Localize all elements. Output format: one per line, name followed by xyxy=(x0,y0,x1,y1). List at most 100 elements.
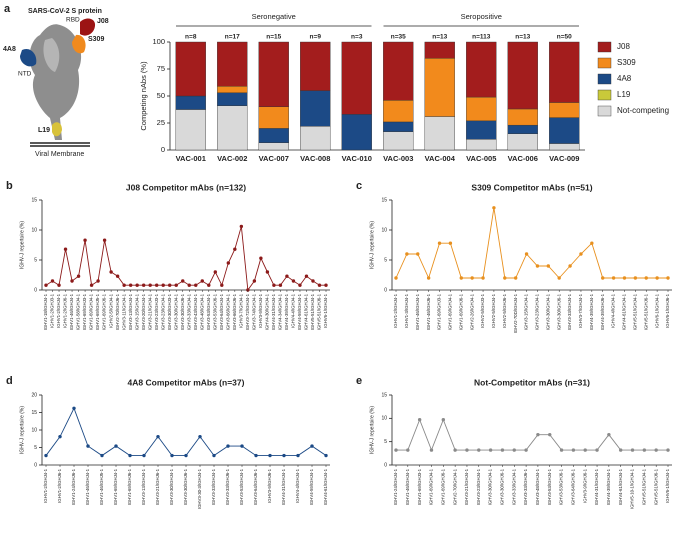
x-tick-label: IGHV1-2/IGHJ4-1 xyxy=(393,293,398,328)
data-point xyxy=(298,283,302,287)
bar-label: n=3 xyxy=(351,34,363,41)
legend-label: Not-competing xyxy=(617,106,669,115)
structure-label: L19 xyxy=(38,127,50,134)
data-point xyxy=(44,453,48,458)
x-tick-label: IGHV5-51/IGHJ6-1 xyxy=(643,293,648,330)
x-tick-label: IGHV1-69/IGHJ6-1 xyxy=(127,468,132,505)
panel-letter: b xyxy=(6,180,13,192)
data-point xyxy=(57,283,61,287)
x-tick-label: IGHV3-33/IGHJ6-1 xyxy=(225,468,230,505)
panel-letter: c xyxy=(356,180,362,192)
x-tick-label: IGHV5-10-1/IGHJ4-1 xyxy=(630,468,635,509)
y-tick-label: 15 xyxy=(381,197,387,203)
x-tick-label: IGHV3-13/IGHJ4-1 xyxy=(141,468,146,505)
x-tick-label: IGHV2-5/IGHJ3-1 xyxy=(480,293,485,328)
bar-segment xyxy=(466,138,497,151)
data-point xyxy=(324,283,328,287)
data-point xyxy=(220,283,224,287)
data-point xyxy=(394,276,398,280)
data-point xyxy=(115,274,120,278)
data-point xyxy=(503,276,507,280)
x-tick-label: IGHV4-61/IGHJ4-1 xyxy=(622,293,627,330)
x-tick-label: IGHV1-69/IGHJ3-1 xyxy=(437,293,442,330)
x-tick-label: IGHV3-21/IGHJ6-1 xyxy=(155,468,160,505)
data-point xyxy=(406,448,410,452)
x-tick-label: IGHV4-39/IGHJ4-1 xyxy=(606,468,611,505)
x-tick-label: IGHV3-15/IGHJ4-1 xyxy=(134,293,139,330)
x-tick-label: IGHV1-18/IGHJ4-1 xyxy=(43,293,48,330)
bar-segment xyxy=(507,108,538,126)
data-point xyxy=(611,276,616,280)
series-line xyxy=(396,418,668,452)
data-point xyxy=(324,453,328,458)
x-tick-label: IGHV4-31/IGHJ4-1 xyxy=(281,468,286,505)
x-tick-label: IGHV4-31/IGHJ4-1 xyxy=(594,468,599,505)
panel-letter: a xyxy=(4,3,11,15)
x-tick-label: IGHV1-24/IGHJ6-1 xyxy=(71,468,76,505)
x-tick-label: IGHV3-64/IGHJ6-1 xyxy=(253,468,258,505)
data-point xyxy=(282,453,286,458)
y-tick-label: 75 xyxy=(157,64,165,73)
bar-segment xyxy=(424,116,455,151)
data-point xyxy=(291,279,296,283)
data-point xyxy=(481,276,485,280)
data-point xyxy=(156,434,160,439)
data-point xyxy=(513,276,518,280)
x-tick-label: IGHV3-30/IGHJ6-1 xyxy=(556,293,561,330)
bar-segment xyxy=(300,41,331,91)
x-tick-label: IGHV3-7/IGHJ4-1 xyxy=(578,293,583,328)
x-tick-label: IGHV3-33/IGHJ4-1 xyxy=(511,468,516,505)
bar-segment xyxy=(466,41,497,98)
y-tick-label: 0 xyxy=(384,462,387,468)
data-point xyxy=(240,444,244,448)
x-tick-label: IGHV3-21/IGHJ4-1 xyxy=(147,293,152,330)
data-point xyxy=(285,274,289,278)
bar-segment xyxy=(217,86,248,93)
x-tick-label: IGHV1-46/IGHJ4-1 xyxy=(405,468,410,505)
data-point xyxy=(644,276,648,280)
data-point xyxy=(109,270,113,274)
x-tick-label: IGHV3-23/IGHJ4-1 xyxy=(160,293,165,330)
y-tick-label: 0 xyxy=(34,462,37,468)
x-tick-label: IGHV1-69/IGHJ4-1 xyxy=(429,468,434,505)
bar-label: n=13 xyxy=(515,34,530,41)
data-point xyxy=(583,448,587,452)
y-tick-label: 15 xyxy=(31,410,37,416)
data-point xyxy=(317,283,322,287)
data-point xyxy=(198,434,202,439)
data-point xyxy=(417,418,422,422)
data-point xyxy=(233,247,237,251)
x-tick-label: IGHV3-30/IGHJ6-1 xyxy=(500,468,505,505)
x-tick-label: IGHV2-5/IGHJ4-1 xyxy=(491,293,496,328)
data-point xyxy=(200,279,204,283)
bar-label: n=50 xyxy=(557,34,572,41)
data-point xyxy=(76,274,81,278)
data-point xyxy=(122,283,126,287)
x-tick-label: IGHV3-48/IGHJ4-1 xyxy=(535,468,540,505)
data-point xyxy=(607,432,611,437)
data-point xyxy=(618,448,623,452)
bar-segment xyxy=(258,41,289,108)
x-tick-label: IGHV1-69/IGHJ6-1 xyxy=(458,293,463,330)
data-point xyxy=(429,448,434,452)
bar-label: n=35 xyxy=(391,34,406,41)
data-point xyxy=(170,453,174,458)
y-tick-label: 5 xyxy=(384,257,387,263)
x-tick-label: IGHV3-30/IGHJ4-1 xyxy=(173,293,178,330)
y-tick-label: 15 xyxy=(381,392,387,398)
bar-label: n=17 xyxy=(225,34,240,41)
data-point xyxy=(148,283,152,287)
bar-segment xyxy=(217,41,248,87)
series-line xyxy=(395,207,668,280)
legend-label: L19 xyxy=(617,90,631,99)
bar-segment xyxy=(383,121,414,132)
y-tick-label: 0 xyxy=(384,287,387,293)
y-tick-label: 20 xyxy=(31,392,37,398)
bar-segment xyxy=(175,95,206,110)
x-tick-label: IGHV2-70D/IGHJ4-1 xyxy=(513,293,518,333)
x-tick-label: IGHV4-59/IGHJ4-1 xyxy=(297,293,302,330)
data-point xyxy=(141,283,146,287)
series-line xyxy=(45,407,327,457)
data-point xyxy=(546,264,551,268)
x-tick-label: IGHV4-39/IGHJ4-1 xyxy=(589,293,594,330)
